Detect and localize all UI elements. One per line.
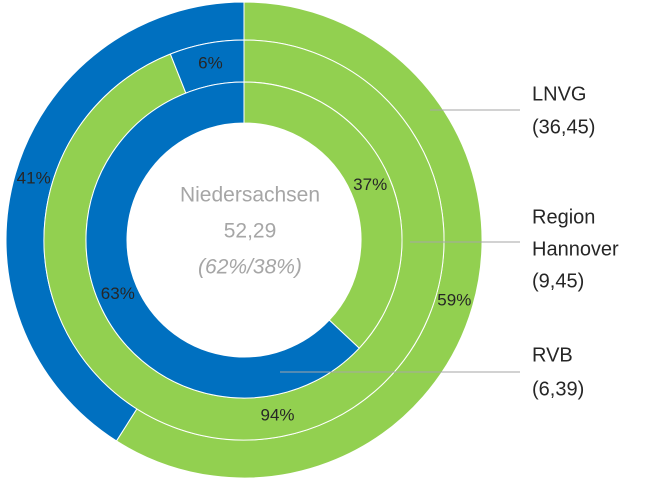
center-label: (62%/38%) [198,256,302,279]
legend-label: LNVG [532,83,586,105]
data-label: 41% [17,168,51,187]
legend-label: (9,45) [532,270,584,292]
donut-segment [243,81,403,349]
legend-label: Hannover [532,238,619,260]
center-label: Niedersachsen [180,184,320,207]
legend-label: (6,39) [532,378,584,400]
data-label: 59% [437,291,471,310]
data-label: 94% [261,405,295,424]
data-label: 37% [353,175,387,194]
legend-label: (36,45) [532,116,595,138]
legend-label: Region [532,206,595,228]
donut-segment [85,81,360,399]
data-label: 6% [198,54,223,73]
data-label: 63% [101,284,135,303]
legend-label: RVB [532,344,573,366]
center-label: 52,29 [224,220,277,243]
